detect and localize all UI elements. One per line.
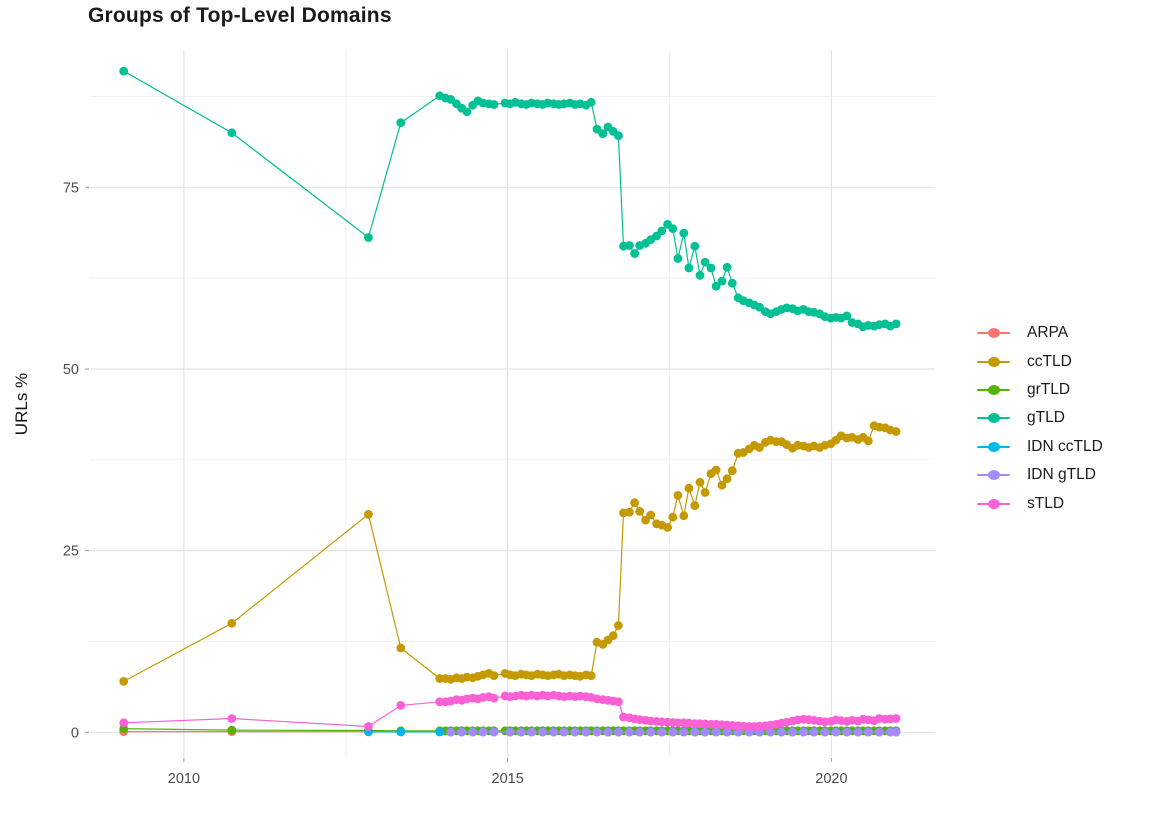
legend-item: IDN ccTLD	[977, 433, 1103, 461]
series-IDN-gTLD-points	[446, 727, 901, 737]
legend-item: gTLD	[977, 404, 1103, 432]
y-tick-label: 50	[63, 362, 79, 378]
legend-item: grTLD	[977, 376, 1103, 404]
legend-item: ARPA	[977, 319, 1103, 347]
series-ccTLD-points	[119, 421, 901, 686]
series-sTLD-points	[119, 690, 901, 731]
legend-label: grTLD	[1027, 380, 1071, 398]
legend-dot-icon	[988, 328, 1000, 339]
legend-label: ccTLD	[1027, 352, 1072, 370]
y-tick-label: 0	[71, 725, 79, 741]
legend-item: sTLD	[977, 489, 1103, 517]
legend-item: IDN gTLD	[977, 461, 1103, 489]
legend-label: gTLD	[1027, 409, 1065, 427]
legend-label: sTLD	[1027, 494, 1065, 512]
legend-dot-icon	[988, 384, 1000, 395]
y-tick-label: 25	[63, 544, 79, 560]
legend-label: IDN ccTLD	[1027, 437, 1103, 455]
legend-key-icon	[977, 384, 1010, 396]
legend-key-icon	[977, 498, 1010, 510]
legend-key-icon	[977, 469, 1010, 481]
legend-key-icon	[977, 441, 1010, 453]
legend-dot-icon	[988, 470, 1000, 481]
legend-dot-icon	[988, 498, 1000, 509]
legend-key-icon	[977, 327, 1010, 339]
legend-dot-icon	[988, 356, 1000, 367]
chart-title: Groups of Top-Level Domains	[88, 4, 392, 27]
legend-item: ccTLD	[977, 347, 1103, 375]
legend-key-icon	[977, 412, 1010, 424]
series-gTLD-points	[119, 66, 901, 332]
legend-key-icon	[977, 356, 1010, 368]
legend-label: IDN gTLD	[1027, 466, 1096, 484]
legend-dot-icon	[988, 413, 1000, 424]
series-ccTLD-line	[123, 424, 897, 682]
legend: ARPA ccTLD grTLD gTLD IDN ccTLD IDN gTLD sTLD	[977, 319, 1103, 518]
legend-label: ARPA	[1027, 324, 1069, 342]
x-tick-label: 2010	[168, 771, 200, 787]
x-tick-label: 2020	[815, 771, 847, 787]
x-tick-label: 2015	[492, 771, 524, 787]
y-tick-label: 75	[63, 180, 79, 196]
legend-dot-icon	[988, 441, 1000, 452]
series-gTLD-line	[123, 70, 897, 328]
y-axis-title: URLs %	[12, 372, 31, 436]
